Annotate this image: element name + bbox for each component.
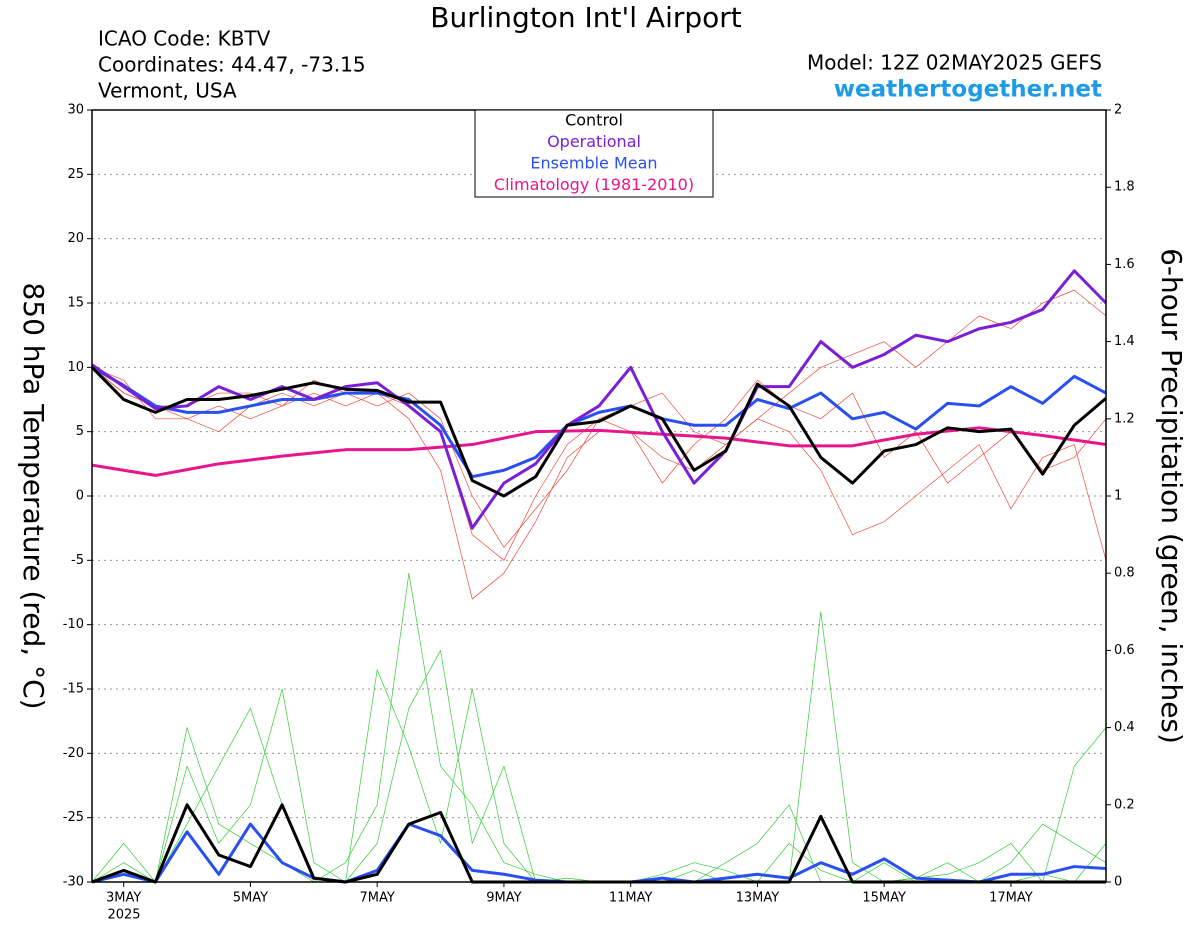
series-line (91, 367, 1107, 548)
x-tick-label: 9MAY (486, 891, 521, 906)
model-label: Model: 12Z 02MAY2025 GEFS (807, 51, 1102, 75)
y2-tick-label: 0.2 (1114, 797, 1135, 812)
year-label: 2025 (107, 908, 140, 923)
legend-box (474, 109, 714, 198)
x-tick-label: 5MAY (233, 891, 268, 906)
y-tick-label: 10 (67, 360, 84, 375)
y-tick-label: -15 (63, 682, 84, 697)
y2-tick-label: 1 (1114, 489, 1122, 504)
y2-tick-label: 1.2 (1114, 411, 1135, 426)
y2-tick-label: 2 (1114, 103, 1122, 118)
series-line (90, 366, 1107, 498)
series-line (91, 803, 1106, 884)
series-line (91, 366, 1107, 479)
series-line (91, 269, 1108, 530)
info-line: ICAO Code: KBTV (98, 27, 271, 51)
y2-tick-label: 0 (1114, 875, 1122, 890)
plot-frame (91, 109, 1107, 883)
series-line (91, 669, 1107, 883)
series-line (91, 367, 1107, 600)
x-tick-label: 17MAY (989, 891, 1033, 906)
x-tick-label: 15MAY (862, 891, 906, 906)
y-tick-label: 5 (76, 424, 84, 439)
x-tick-label: 7MAY (360, 891, 395, 906)
chart-title: Burlington Int'l Airport (430, 1, 742, 34)
y-tick-label: 0 (76, 489, 84, 504)
y-axis-label: 850 hPa Temperature (red, °C) (17, 282, 50, 709)
y2-tick-label: 0.8 (1114, 566, 1135, 581)
y-tick-label: -20 (63, 746, 84, 761)
site-label: weathertogether.net (834, 77, 1102, 103)
x-tick-label: 3MAY (106, 891, 141, 906)
y-tick-label: 15 (67, 296, 84, 311)
y-tick-label: 25 (67, 167, 84, 182)
y2-tick-label: 1.8 (1114, 180, 1135, 195)
y-tick-label: -30 (63, 875, 84, 890)
y-tick-label: 20 (67, 231, 84, 246)
x-tick-label: 11MAY (609, 891, 653, 906)
y-tick-label: 30 (67, 103, 84, 118)
series-line (91, 426, 1107, 477)
legend-entry: Control (565, 111, 623, 130)
legend-entry: Climatology (1981-2010) (494, 175, 694, 194)
info-line: Vermont, USA (98, 79, 237, 103)
y-tick-label: -25 (63, 810, 84, 825)
y-tick-label: -5 (71, 553, 84, 568)
x-tick-label: 13MAY (736, 891, 780, 906)
legend-entry: Ensemble Mean (530, 154, 657, 173)
y2-tick-label: 1.6 (1114, 257, 1135, 272)
y2-tick-label: 0.6 (1114, 643, 1135, 658)
info-line: Coordinates: 44.47, -73.15 (98, 53, 366, 77)
legend-entry: Operational (547, 132, 641, 151)
y2-tick-label: 1.4 (1114, 334, 1135, 349)
y2-tick-label: 0.4 (1114, 720, 1135, 735)
series-line (91, 822, 1107, 884)
series-line (91, 611, 1107, 883)
series-line (91, 289, 1107, 561)
y-tick-label: -10 (63, 617, 84, 632)
y2-axis-label: 6-hour Precipitation (green, inches) (1155, 248, 1188, 744)
